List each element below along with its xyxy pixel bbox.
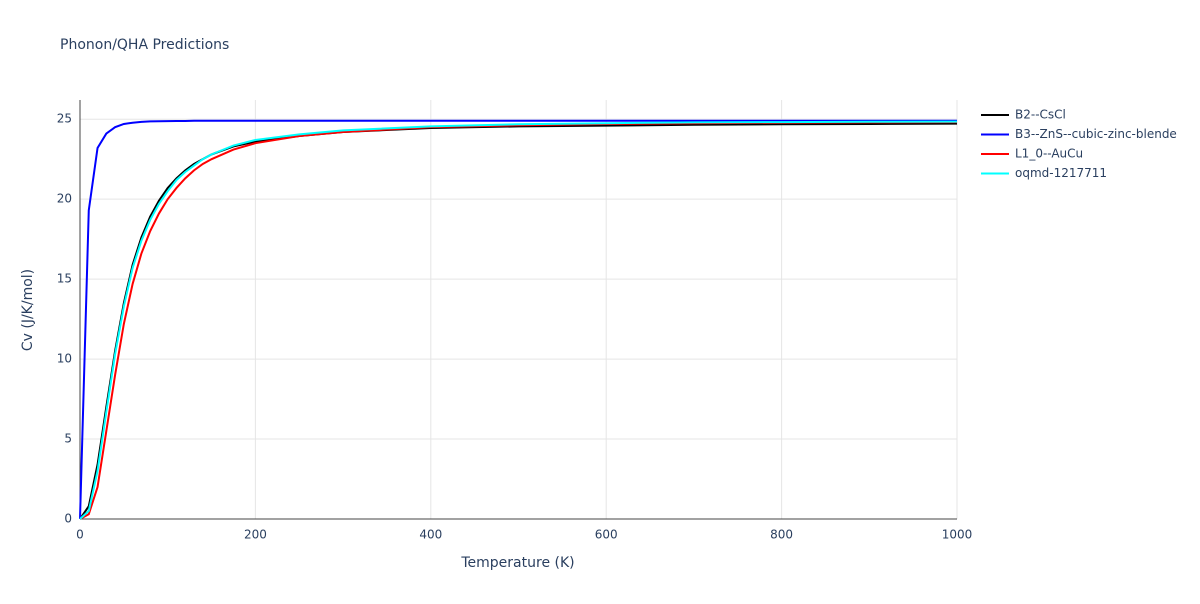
series-line	[79, 119, 957, 520]
x-axis-title: Temperature (K)	[460, 555, 574, 571]
legend-label: oqmd-1217711	[1015, 166, 1107, 180]
x-tick-label: 600	[595, 528, 618, 542]
x-tick-label: 0	[76, 528, 84, 542]
x-tick-label: 200	[244, 528, 267, 542]
y-tick-label: 25	[57, 112, 72, 126]
y-tick-label: 10	[57, 352, 72, 366]
legend-label: B3--ZnS--cubic-zinc-blende	[1015, 127, 1177, 141]
y-tick-label: 20	[57, 192, 72, 206]
x-tick-label: 400	[419, 528, 442, 542]
x-tick-label: 1000	[942, 528, 973, 542]
legend-label: B2--CsCl	[1015, 108, 1066, 122]
series-line	[79, 120, 958, 520]
chart-title: Phonon/QHA Predictions	[60, 37, 229, 53]
y-tick-label: 5	[64, 432, 72, 446]
x-tick-label: 800	[770, 528, 793, 542]
y-tick-label: 15	[57, 272, 72, 286]
y-tick-label: 0	[64, 512, 72, 526]
series-line	[79, 122, 958, 520]
y-axis-title: Cv (J/K/mol)	[20, 269, 36, 351]
series-line	[79, 121, 958, 520]
legend-label: L1_0--AuCu	[1015, 147, 1083, 161]
